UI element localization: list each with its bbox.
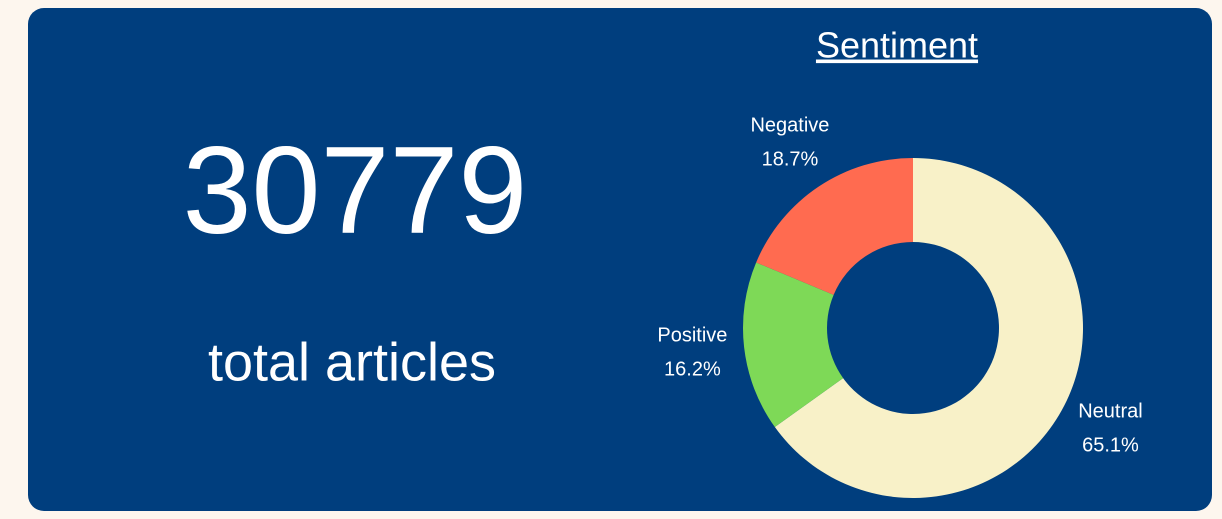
slice-value: 16.2% xyxy=(664,358,721,380)
card xyxy=(28,8,1212,511)
slice-value: 65.1% xyxy=(1082,435,1139,457)
slice xyxy=(756,158,913,295)
slice xyxy=(774,158,1083,498)
slice-label: Negative xyxy=(750,115,829,137)
kpi-value: 30779 xyxy=(183,122,528,260)
slice-value: 18.7% xyxy=(762,149,819,171)
slice-label: Neutral xyxy=(1078,401,1142,423)
chart-title: Sentiment xyxy=(816,25,978,66)
kpi-label: total articles xyxy=(208,332,496,392)
slice xyxy=(743,262,844,428)
slice-label: Positive xyxy=(657,324,727,346)
